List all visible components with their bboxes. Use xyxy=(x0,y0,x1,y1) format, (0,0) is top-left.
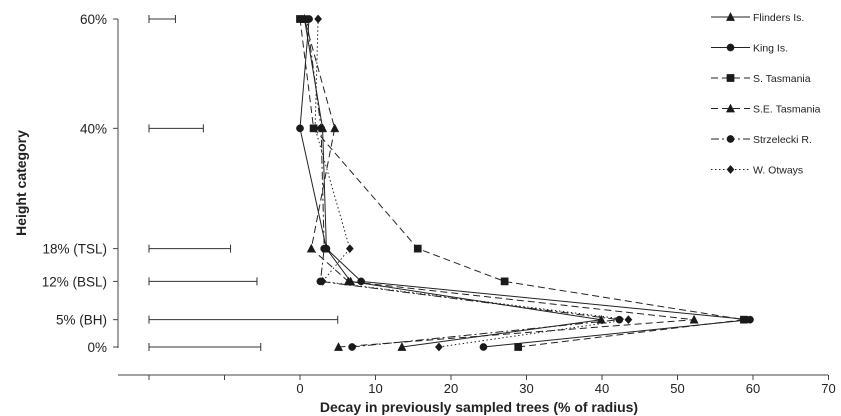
legend-entry: Strzelecki R. xyxy=(711,134,812,146)
legend-marker xyxy=(726,165,735,174)
legend-marker xyxy=(726,135,735,143)
error-bar xyxy=(148,315,339,324)
y-tick-label: 5% (BH) xyxy=(56,313,107,328)
y-ticks: 0% 5% (BH) 12% (BSL) 18% (TSL) 40% 60% xyxy=(42,12,118,355)
legend-label: Flinders Is. xyxy=(753,12,804,24)
legend-marker xyxy=(726,43,735,52)
y-axis-title: Height category xyxy=(13,130,29,236)
error-bars xyxy=(148,15,339,351)
data-point xyxy=(689,314,699,324)
legend-entry: King Is. xyxy=(711,43,788,55)
series-line-4 xyxy=(306,18,620,348)
series-line-3 xyxy=(304,18,695,348)
legend-entry: S.E. Tasmania xyxy=(711,104,821,116)
data-point xyxy=(624,315,633,325)
legend-label: King Is. xyxy=(753,43,788,55)
x-tick-label: 0 xyxy=(296,381,303,396)
legend-entry: W. Otways xyxy=(711,165,803,177)
data-point xyxy=(348,343,356,351)
y-tick-label: 12% (BSL) xyxy=(42,274,107,289)
y-tick-label: 0% xyxy=(87,340,107,355)
data-point xyxy=(330,123,340,133)
axes xyxy=(117,19,828,376)
legend-label: W. Otways xyxy=(753,165,803,177)
x-tick-label: 60 xyxy=(746,381,760,396)
series-markers xyxy=(296,14,754,352)
legend-marker xyxy=(726,74,735,82)
x-tick-label: 50 xyxy=(670,381,684,396)
data-point xyxy=(311,123,320,133)
y-tick-label: 40% xyxy=(80,121,107,136)
x-tick-label: 70 xyxy=(821,381,835,396)
data-point xyxy=(296,124,304,133)
series-line-5 xyxy=(314,18,629,348)
series-line-2 xyxy=(299,18,744,348)
x-tick-label: 20 xyxy=(444,381,458,396)
data-point xyxy=(397,342,407,351)
error-bar xyxy=(148,124,204,133)
legend: Flinders Is. King Is. S. Tasmania S.E. Tasm… xyxy=(711,12,821,177)
series-lines xyxy=(299,18,751,348)
data-point xyxy=(345,244,354,254)
data-point xyxy=(357,277,366,286)
data-point xyxy=(479,343,488,351)
data-point xyxy=(615,315,624,324)
x-tick-label: 30 xyxy=(519,381,533,396)
y-tick-label: 60% xyxy=(80,12,107,27)
data-point xyxy=(740,315,748,324)
error-bar xyxy=(148,277,258,286)
data-point xyxy=(343,276,353,286)
x-tick-label: 40 xyxy=(595,381,609,396)
y-tick-label: 18% (TSL) xyxy=(42,242,107,257)
data-point xyxy=(333,342,344,351)
data-point xyxy=(596,314,606,324)
legend-entry: Flinders Is. xyxy=(711,12,804,24)
data-point xyxy=(514,343,523,351)
data-point xyxy=(320,244,329,253)
x-ticks: 0 10 20 30 40 50 60 70 xyxy=(148,375,836,396)
error-bar xyxy=(148,15,176,23)
data-point xyxy=(434,342,443,352)
legend-marker xyxy=(725,12,736,21)
data-point xyxy=(318,276,327,286)
data-point xyxy=(500,277,509,286)
legend-marker xyxy=(725,103,736,113)
legend-label: S. Tasmania xyxy=(753,73,811,85)
series-line-1 xyxy=(299,18,751,348)
data-point xyxy=(314,14,323,24)
data-point xyxy=(302,15,311,23)
x-tick-label: 10 xyxy=(368,381,382,396)
series-line-0 xyxy=(304,18,602,348)
legend-label: S.E. Tasmania xyxy=(753,104,821,116)
error-bar xyxy=(148,343,262,351)
x-axis-title: Decay in previously sampled trees (% of … xyxy=(320,399,638,415)
legend-label: Strzelecki R. xyxy=(753,134,812,146)
data-point xyxy=(413,244,422,253)
error-bar xyxy=(148,244,232,253)
legend-entry: S. Tasmania xyxy=(711,73,811,85)
data-point xyxy=(306,243,316,253)
